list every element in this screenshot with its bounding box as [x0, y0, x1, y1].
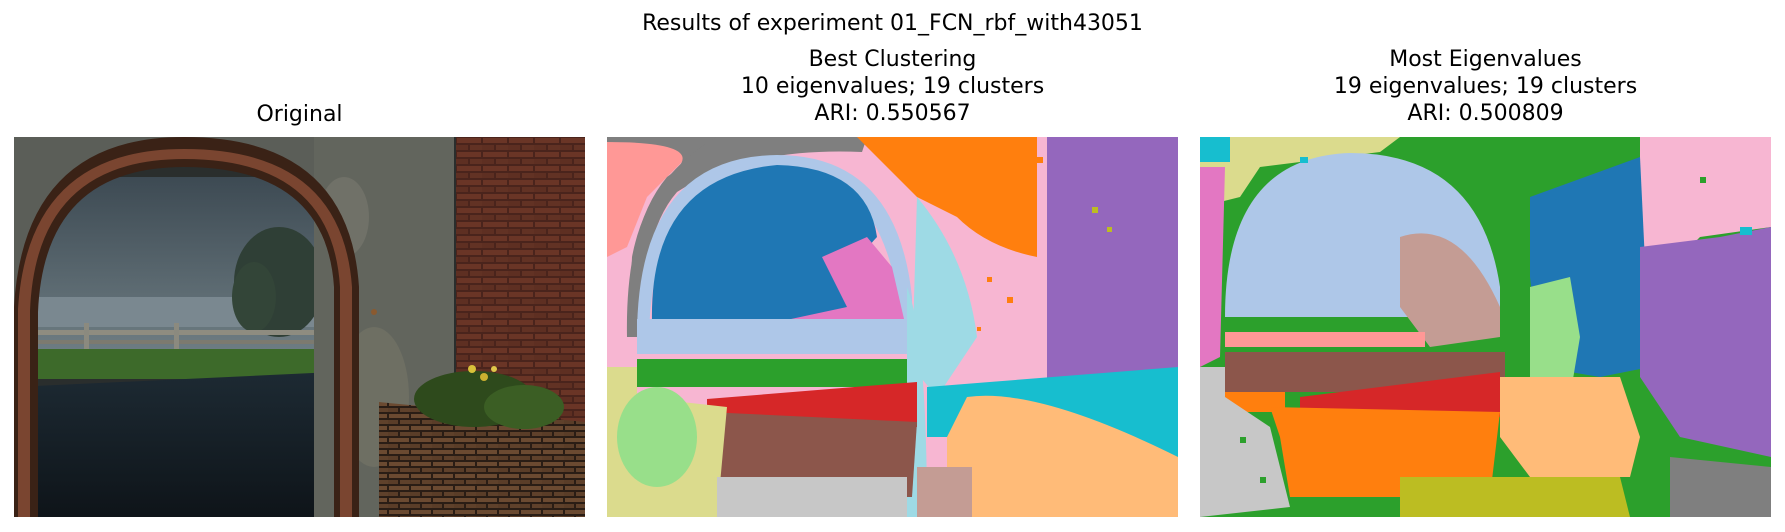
- figure-suptitle: Results of experiment 01_FCN_rbf_with430…: [642, 11, 1143, 36]
- panel-most-title-line-1: Most Eigenvalues: [1389, 47, 1582, 72]
- original-photo: [14, 137, 585, 517]
- panel-best-title-line-2: 10 eigenvalues; 19 clusters: [740, 74, 1045, 99]
- original-photo-drawing: [14, 137, 585, 517]
- most-eigenvalues-drawing: [1200, 137, 1771, 517]
- best-clustering-map: [607, 137, 1178, 517]
- panel-best-title-line-3: ARI: 0.550567: [814, 101, 971, 126]
- panel-most-title-line-3: ARI: 0.500809: [1407, 101, 1564, 126]
- panel-most-eigenvalues-title: Most Eigenvalues 19 eigenvalues; 19 clus…: [1200, 46, 1771, 127]
- panel-most-title-line-2: 19 eigenvalues; 19 clusters: [1333, 74, 1638, 99]
- panel-best-clustering-title: Best Clustering 10 eigenvalues; 19 clust…: [607, 46, 1178, 127]
- panel-original-title-line-1: Original: [256, 102, 343, 127]
- best-clustering-drawing: [607, 137, 1178, 517]
- panel-best-title-line-1: Best Clustering: [808, 47, 977, 72]
- most-eigenvalues-map: [1200, 137, 1771, 517]
- panel-original-title: Original: [14, 101, 585, 128]
